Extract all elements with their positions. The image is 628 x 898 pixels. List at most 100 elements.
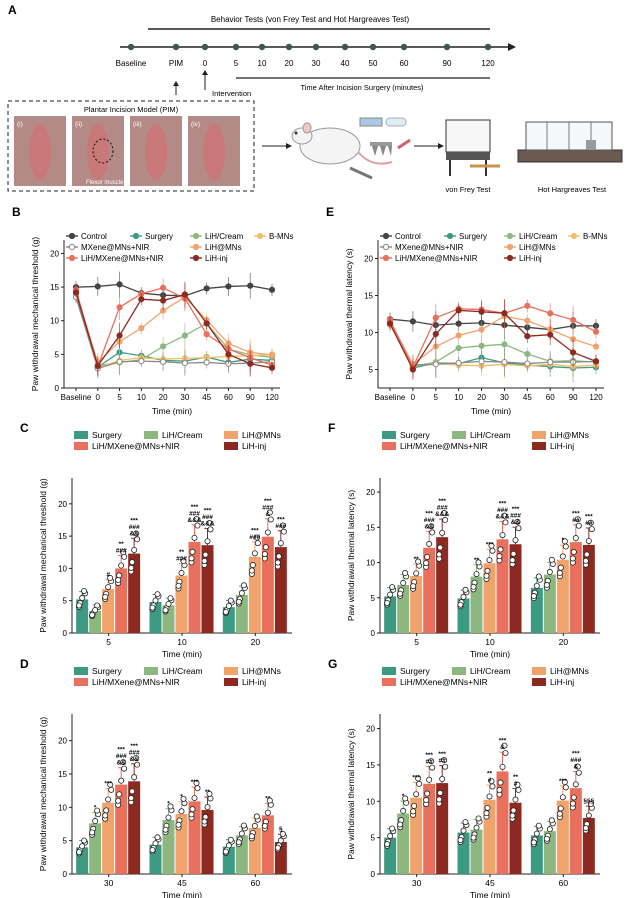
data-point [181, 291, 188, 298]
significance-mark: ** [119, 541, 125, 548]
significance-mark: & [265, 511, 270, 518]
data-point [181, 360, 188, 367]
panel-f: F Surgery LiH/Cream LiH@MNs LiH/MXene@MNs+NI… [328, 421, 600, 659]
data-point [94, 362, 101, 369]
x-tick-label: 30 [412, 878, 422, 888]
series-line-lih-mns [389, 315, 597, 366]
data-point [266, 797, 273, 804]
data-point [556, 569, 563, 576]
data-point [546, 826, 553, 833]
significance-mark: *** [499, 500, 507, 507]
data-point [428, 523, 435, 530]
y-tick-label: 20 [366, 488, 375, 497]
data-point [486, 793, 493, 800]
y-tick-label: 10 [58, 803, 67, 812]
y-tick-label: 15 [58, 532, 67, 541]
data-point [222, 848, 229, 855]
data-point [134, 536, 141, 543]
significance-mark: ### [570, 757, 581, 764]
significance-mark: § [279, 826, 283, 833]
legend-swatch [74, 667, 88, 675]
data-point [225, 842, 232, 849]
legend-entry: LiH-inj [550, 441, 574, 451]
panel-letter: F [328, 421, 335, 435]
timeline-ticks: Baseline PIM 0 5 10 20 30 40 50 60 90 120 [116, 43, 495, 68]
legend-entry: LiH/Cream [162, 666, 203, 676]
data-point [546, 568, 553, 575]
significance-mark: *** [251, 528, 259, 535]
data-point [426, 776, 433, 783]
data-point [180, 795, 187, 802]
legend-marker [446, 232, 454, 240]
significance-mark: ** [414, 556, 420, 563]
legend-swatch [452, 431, 466, 439]
data-point [429, 529, 436, 536]
y-tick-label: 10 [364, 329, 373, 338]
timeline-tick-label: 40 [341, 59, 350, 68]
data-point [92, 607, 99, 614]
data-point [384, 599, 391, 606]
significance-mark: ### [275, 523, 286, 530]
x-tick-label: 30 [500, 393, 509, 402]
data-point [488, 542, 495, 549]
bar-lih-mxene-mns-nir [496, 539, 509, 633]
legend-entry: Surgery [400, 666, 431, 676]
legend-entry: MXene@MNs+NIR [395, 243, 464, 252]
data-point [410, 808, 417, 815]
legend-swatch [144, 667, 158, 675]
data-point [475, 815, 482, 822]
data-point [203, 331, 210, 338]
data-point [489, 547, 496, 554]
data-point [533, 582, 540, 589]
legend-entry: LiH-inj [242, 441, 266, 451]
data-point [116, 281, 123, 288]
data-point [227, 597, 234, 604]
data-point [432, 314, 439, 321]
x-tick-label: 30 [180, 393, 189, 402]
significance-mark: ** [205, 789, 211, 796]
data-point [152, 840, 159, 847]
legend-entry: LiH/Cream [205, 232, 244, 241]
significance-mark: * [562, 537, 565, 544]
data-point [510, 807, 517, 814]
data-point [261, 551, 268, 558]
timeline-dot [172, 43, 180, 51]
significance-mark: &&& [435, 511, 449, 518]
x-tick-label: 0 [411, 393, 416, 402]
data-point [460, 593, 467, 600]
data-point [129, 559, 136, 566]
data-point [574, 763, 581, 770]
y-tick-label: 20 [58, 500, 67, 509]
timeline-tick-label: 60 [400, 59, 409, 68]
data-point [428, 758, 435, 765]
legend-swatch [382, 667, 396, 675]
timeline-dot [369, 43, 377, 51]
legend-swatch [224, 678, 238, 686]
legend-marker [382, 243, 390, 251]
data-point [227, 836, 234, 843]
legend-swatch [74, 442, 88, 450]
panel-letter: G [328, 657, 337, 671]
significance-mark: &&& [200, 521, 214, 528]
significance-mark: * [167, 801, 170, 808]
data-point [524, 317, 531, 324]
data-point [108, 786, 115, 793]
x-tick-label: 0 [96, 393, 101, 402]
data-point [72, 289, 80, 296]
data-point [225, 351, 232, 358]
data-point [400, 807, 407, 814]
data-point [116, 304, 123, 311]
legend-entry: B-MNs [269, 232, 293, 241]
data-point [275, 553, 282, 560]
data-point [535, 573, 542, 580]
data-point [510, 550, 517, 557]
timeline-dot [484, 43, 492, 51]
y-tick-label: 10 [50, 317, 59, 326]
paw-shape [29, 124, 51, 180]
timeline-tick-label: 120 [481, 59, 495, 68]
arrow-to-tests-head-icon [438, 143, 444, 149]
data-point [574, 516, 581, 523]
y-tick-label: 10 [58, 564, 67, 573]
data-point [274, 559, 281, 566]
